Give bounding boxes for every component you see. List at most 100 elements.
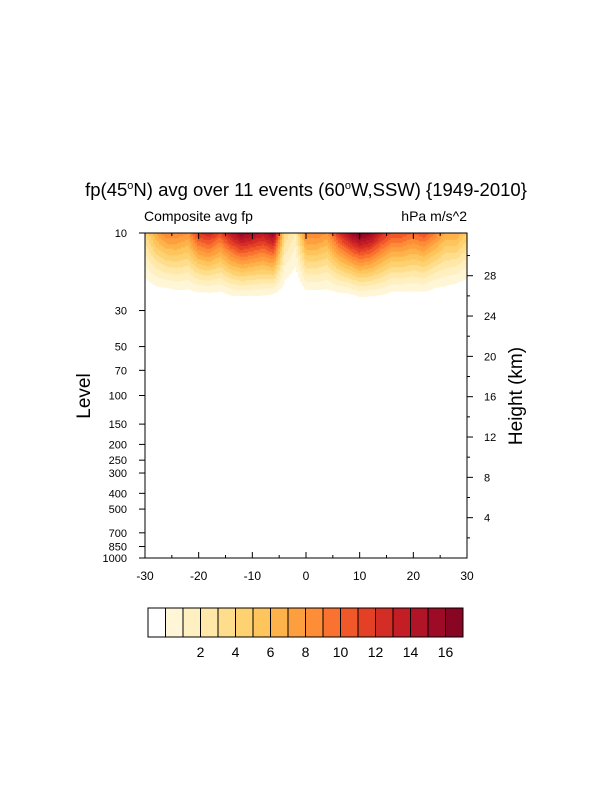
field-cell xyxy=(299,270,303,273)
field-cell xyxy=(253,257,257,260)
field-cell xyxy=(165,259,168,262)
field-cell xyxy=(241,269,245,272)
field-cell xyxy=(328,236,331,239)
field-cell xyxy=(261,260,265,263)
field-cell xyxy=(241,278,245,280)
field-cell xyxy=(301,272,305,275)
field-cell xyxy=(318,254,321,257)
field-cell xyxy=(209,284,213,286)
field-cell xyxy=(215,260,219,263)
field-cell xyxy=(273,291,277,293)
field-cell xyxy=(177,277,180,279)
field-cell xyxy=(169,278,172,280)
field-cell xyxy=(237,287,241,289)
field-cell xyxy=(287,273,291,276)
field-cell xyxy=(253,270,257,273)
field-cell xyxy=(312,254,315,257)
field-cell xyxy=(241,256,245,259)
field-cell xyxy=(261,278,265,280)
field-cell xyxy=(223,245,227,248)
field-cell xyxy=(310,277,313,279)
field-cell xyxy=(163,250,166,253)
field-cell xyxy=(281,256,285,259)
field-cell xyxy=(328,287,331,289)
field-cell xyxy=(251,236,255,239)
field-cell xyxy=(195,262,198,265)
field-cell xyxy=(153,263,156,266)
field-cell xyxy=(227,281,231,283)
field-cell xyxy=(277,284,281,286)
field-cell xyxy=(199,285,202,287)
field-cell xyxy=(199,252,202,255)
field-cell xyxy=(171,287,174,289)
field-cell xyxy=(275,281,279,283)
field-cell xyxy=(163,262,166,265)
field-cell xyxy=(235,275,239,278)
field-cell xyxy=(239,271,243,274)
field-cell xyxy=(332,275,335,278)
field-cell xyxy=(161,262,164,265)
field-cell xyxy=(291,265,295,267)
field-cell xyxy=(299,277,303,279)
field-cell xyxy=(225,241,229,244)
field-cell xyxy=(338,236,341,239)
field-cell xyxy=(277,278,281,280)
field-cell xyxy=(263,255,267,258)
field-cell xyxy=(195,287,198,289)
field-cell xyxy=(289,269,293,272)
field-cell xyxy=(165,270,168,273)
field-cell xyxy=(322,263,325,266)
field-cell xyxy=(241,283,245,286)
field-cell xyxy=(261,252,265,255)
field-cell xyxy=(247,280,251,282)
field-cell xyxy=(223,250,227,253)
field-cell xyxy=(207,276,210,278)
field-cell xyxy=(215,284,219,286)
field-cell xyxy=(301,276,305,278)
field-cell xyxy=(223,280,227,282)
field-cell xyxy=(175,263,178,266)
field-cell xyxy=(261,293,265,295)
field-cell xyxy=(163,257,166,260)
field-cell xyxy=(310,288,313,291)
field-cell xyxy=(251,255,255,258)
field-cell xyxy=(245,280,249,282)
field-cell xyxy=(191,262,194,265)
field-cell xyxy=(281,281,285,283)
field-cell xyxy=(334,274,337,277)
field-cell xyxy=(199,272,202,275)
field-cell xyxy=(283,260,287,263)
field-cell xyxy=(191,269,194,272)
field-cell xyxy=(149,277,152,279)
field-cell xyxy=(217,290,221,292)
field-cell xyxy=(314,287,317,289)
field-cell xyxy=(281,267,285,269)
field-cell xyxy=(245,293,249,295)
field-cell xyxy=(163,260,166,263)
field-cell xyxy=(297,270,301,273)
field-cell xyxy=(310,252,313,255)
field-cell xyxy=(293,255,297,258)
field-cell xyxy=(257,265,261,267)
field-cell xyxy=(219,239,223,242)
field-cell xyxy=(273,251,277,254)
field-cell xyxy=(241,287,245,290)
field-cell xyxy=(346,255,349,258)
field-cell xyxy=(179,286,182,288)
field-cell xyxy=(153,261,156,264)
field-cell xyxy=(145,276,148,278)
field-cell xyxy=(316,269,319,272)
field-cell xyxy=(277,266,281,268)
field-cell xyxy=(322,245,325,248)
field-cell xyxy=(283,254,287,257)
field-cell xyxy=(324,254,327,257)
field-cell xyxy=(191,236,194,239)
field-cell xyxy=(205,236,208,239)
field-cell xyxy=(163,282,166,285)
field-cell xyxy=(283,262,287,265)
field-cell xyxy=(215,287,219,289)
field-cell xyxy=(241,245,245,248)
field-cell xyxy=(243,279,247,281)
field-cell xyxy=(165,277,168,279)
field-cell xyxy=(328,242,331,245)
